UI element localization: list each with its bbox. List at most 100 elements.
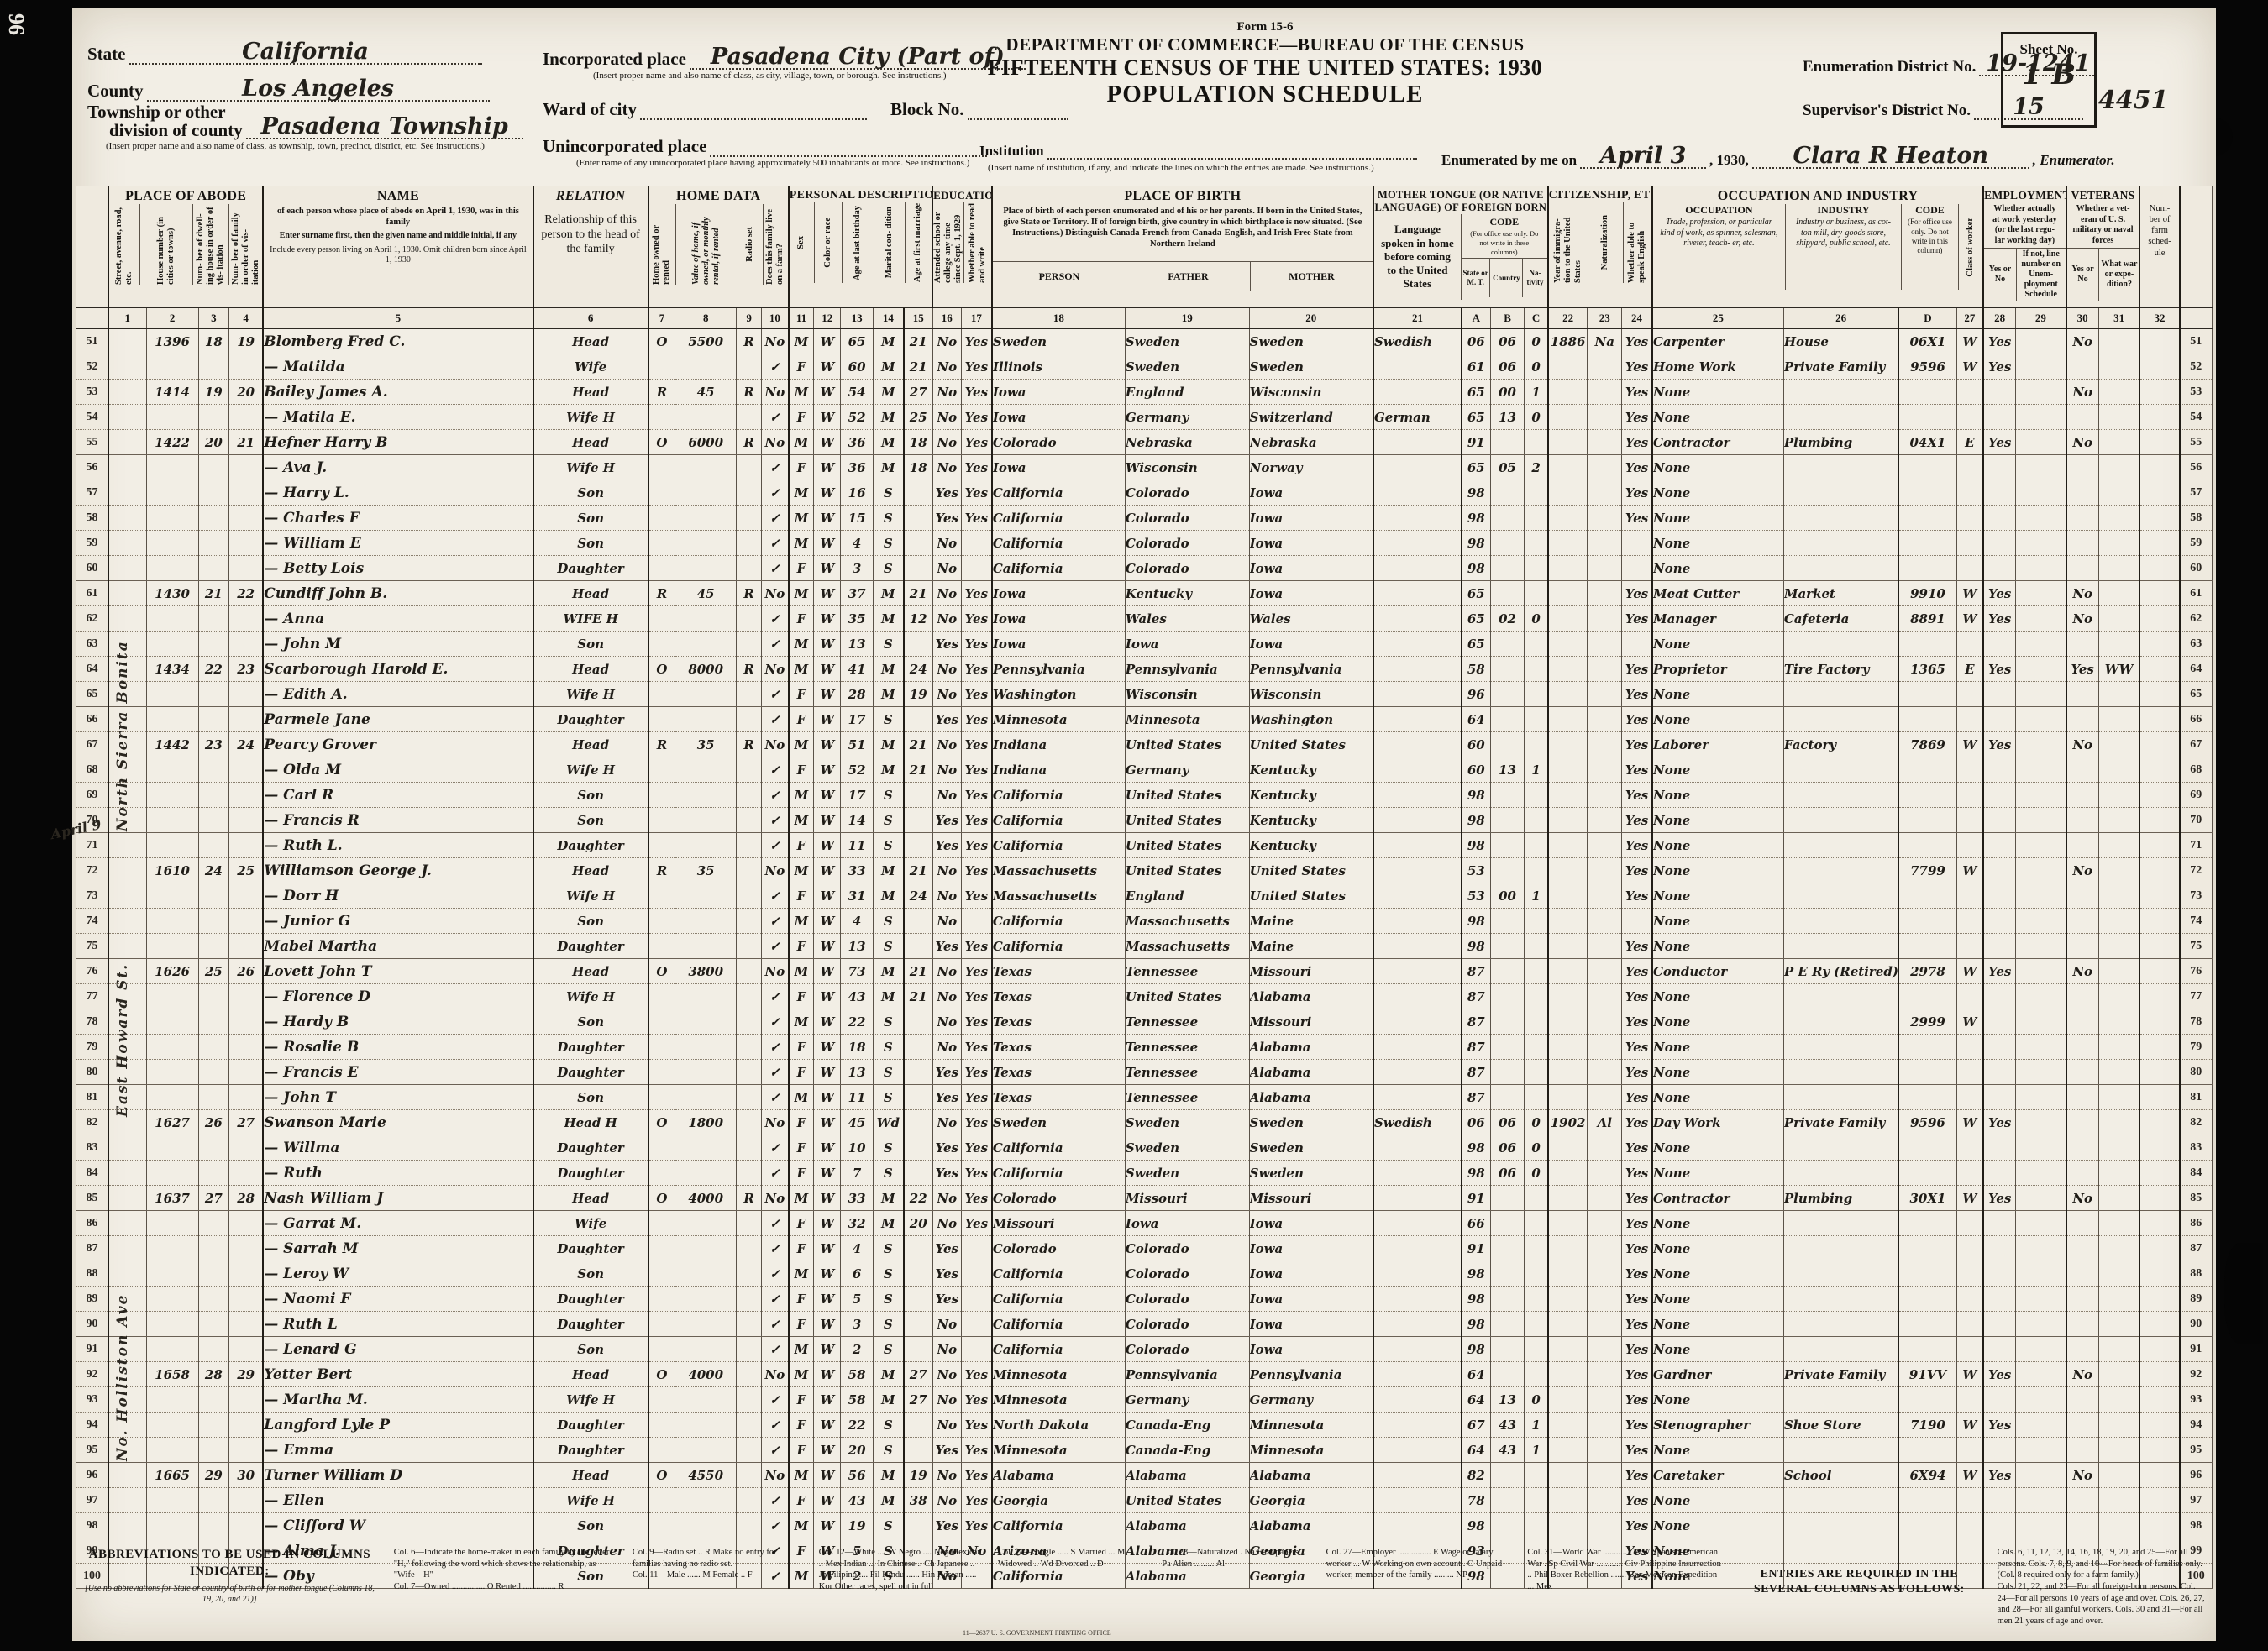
cell-street bbox=[108, 706, 147, 732]
cell-farm_sched bbox=[2139, 706, 2181, 732]
cell-occupation: Proprietor bbox=[1651, 656, 1784, 682]
cell-birth_mother: Sweden bbox=[1248, 354, 1374, 380]
line-number: 87 bbox=[76, 1235, 109, 1261]
footer-col14-note: Col. 14—Single ..... S Married ... M Wid… bbox=[997, 1548, 1126, 1569]
cell-school: No bbox=[932, 328, 962, 354]
cell-marital: S bbox=[872, 530, 905, 556]
census-row: 63— John M Son ✓ M W 13 S Yes Yes Iowa Iowa Iowa 65 N… bbox=[76, 631, 2213, 657]
cell-birth_person: California bbox=[990, 782, 1126, 808]
cell-unemp_line bbox=[2015, 605, 2067, 632]
cell-family bbox=[228, 1512, 264, 1538]
cell-birth_mother: Sweden bbox=[1248, 1109, 1374, 1135]
enum-district-field: 19-1241 bbox=[1979, 52, 2097, 76]
census-row: 92 1658 28 29 Yetter Bert Head O 4000 No M W 58 M 27 N… bbox=[76, 1361, 2213, 1387]
cell-language bbox=[1372, 1034, 1462, 1060]
line-number: 83 bbox=[76, 1135, 109, 1161]
cell-year_imm bbox=[1546, 354, 1588, 380]
cell-occupation: None bbox=[1651, 404, 1784, 430]
column-number: 24 bbox=[1621, 307, 1653, 329]
cell-unemp_line bbox=[2015, 958, 2067, 984]
cell-dwelling bbox=[197, 807, 230, 833]
cell-language bbox=[1372, 354, 1462, 380]
line-number: 98 bbox=[76, 1512, 109, 1538]
cell-radio bbox=[736, 1386, 763, 1413]
cell-race: W bbox=[813, 958, 842, 984]
cell-worker_class bbox=[1956, 505, 1984, 531]
cell-read_write: Yes bbox=[960, 1462, 993, 1488]
cell-marital: S bbox=[872, 1286, 905, 1312]
cell-veteran bbox=[2065, 883, 2099, 909]
cell-house bbox=[145, 807, 199, 833]
cell-codeD bbox=[1898, 1235, 1957, 1261]
cell-race: W bbox=[813, 354, 842, 380]
cell-codeB bbox=[1489, 958, 1525, 984]
cell-war bbox=[2097, 1487, 2140, 1513]
cell-codeA: 65 bbox=[1460, 580, 1491, 606]
cell-owned bbox=[647, 454, 676, 480]
cell-marital: M bbox=[872, 328, 905, 354]
cell-age: 22 bbox=[840, 1412, 874, 1438]
cell-codeB bbox=[1489, 706, 1525, 732]
cell-industry bbox=[1782, 505, 1899, 531]
cell-english: Yes bbox=[1621, 505, 1653, 531]
cell-school: No bbox=[932, 782, 962, 808]
footer-col23-note: Col. 23—Naturalized . Na First papers ..… bbox=[1162, 1548, 1305, 1569]
cell-english: Yes bbox=[1621, 857, 1653, 883]
cell-war bbox=[2097, 1538, 2140, 1564]
cell-war bbox=[2097, 807, 2140, 833]
cell-unemp_line bbox=[2015, 706, 2067, 732]
cell-farm_sched bbox=[2139, 354, 2181, 380]
cell-farm_sched bbox=[2139, 429, 2181, 455]
cell-birth_mother: Wisconsin bbox=[1248, 681, 1374, 707]
line-number: 75 bbox=[2178, 933, 2213, 959]
cell-birth_person: Iowa bbox=[990, 580, 1126, 606]
cell-house bbox=[145, 1336, 199, 1362]
cell-birth_father: Tennessee bbox=[1124, 958, 1250, 984]
cell-veteran bbox=[2065, 1286, 2099, 1312]
cell-marital: M bbox=[872, 404, 905, 430]
cell-school: No bbox=[932, 1210, 962, 1236]
cell-birth_mother: Wales bbox=[1248, 605, 1374, 632]
cell-house: 1626 bbox=[145, 958, 199, 984]
cell-relation: Daughter bbox=[532, 706, 649, 732]
cell-employed: Yes bbox=[1982, 580, 2017, 606]
cell-codeA: 98 bbox=[1460, 782, 1491, 808]
cell-relation: Daughter bbox=[532, 933, 649, 959]
cell-read_write bbox=[960, 1311, 993, 1337]
cell-marital: M bbox=[872, 1361, 905, 1387]
cell-name: — Dorr H bbox=[262, 883, 534, 909]
col17-header: Whether able to read and write bbox=[968, 203, 988, 283]
cell-worker_class: W bbox=[1956, 731, 1984, 757]
cell-year_imm: 1886 bbox=[1546, 328, 1588, 354]
cell-owned bbox=[647, 404, 676, 430]
cell-school: No bbox=[932, 1311, 962, 1337]
cell-english: Yes bbox=[1621, 656, 1653, 682]
cell-veteran: No bbox=[2065, 379, 2099, 405]
cell-age_married: 12 bbox=[902, 605, 933, 632]
cell-radio bbox=[736, 1235, 763, 1261]
cell-codeD bbox=[1898, 480, 1957, 506]
cell-birth_person: California bbox=[990, 530, 1126, 556]
cell-family bbox=[228, 1034, 264, 1060]
cell-age: 6 bbox=[840, 1261, 874, 1287]
cell-birth_mother: Iowa bbox=[1248, 1336, 1374, 1362]
cell-value: 45 bbox=[675, 580, 738, 606]
cell-name: — Garrat M. bbox=[262, 1210, 534, 1236]
cell-read_write: Yes bbox=[960, 757, 993, 783]
enumerated-label: Enumerated by me on bbox=[1441, 152, 1578, 168]
cell-read_write: Yes bbox=[960, 429, 993, 455]
cell-dwelling bbox=[197, 1437, 230, 1463]
cell-birth_mother: Missouri bbox=[1248, 1009, 1374, 1035]
line-number: 99 bbox=[2178, 1538, 2213, 1564]
cell-radio bbox=[736, 1261, 763, 1287]
cell-birth_father: Tennessee bbox=[1124, 1009, 1250, 1035]
cell-unemp_line bbox=[2015, 1437, 2067, 1463]
cell-radio: R bbox=[736, 580, 763, 606]
census-row: 72 1610 24 25 Williamson George J. Head R 35 No M… bbox=[76, 857, 2213, 883]
cell-birth_person: California bbox=[990, 1160, 1126, 1186]
cell-school: No bbox=[932, 379, 962, 405]
cell-family bbox=[228, 1059, 264, 1085]
cell-owned bbox=[647, 1084, 676, 1110]
cell-codeD bbox=[1898, 1210, 1957, 1236]
cell-employed bbox=[1982, 1084, 2017, 1110]
